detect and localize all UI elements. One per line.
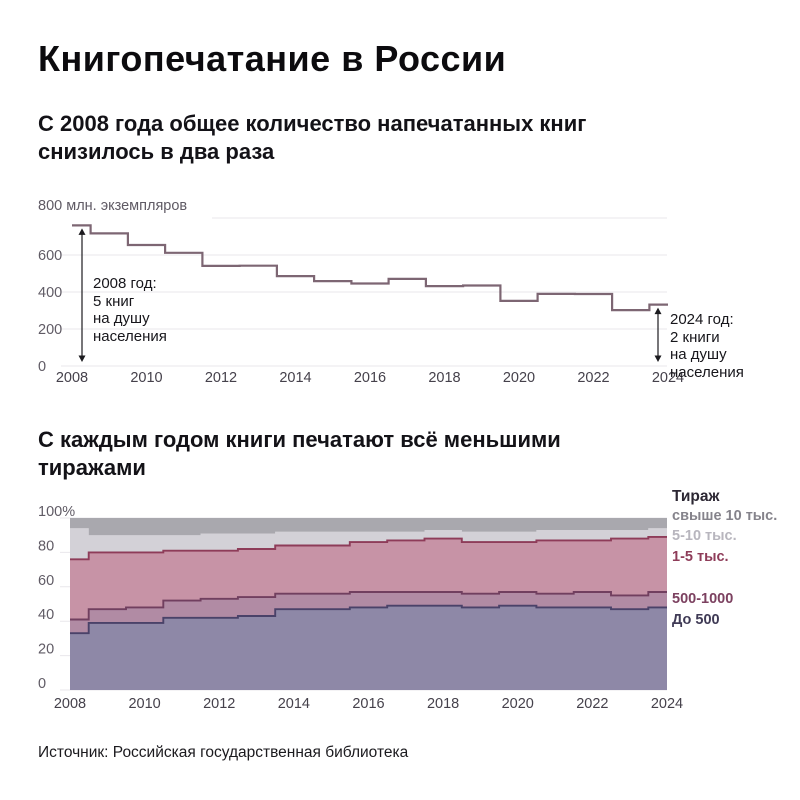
x-tick-label: 2020 — [502, 696, 534, 712]
x-tick-label: 2018 — [427, 696, 459, 712]
total-copies-step-chart: 0 200 400 600 2008 2010 2012 2014 2016 2018 2020 20… — [38, 217, 684, 386]
page-title: Книгопечатание в России — [38, 38, 507, 79]
area-1-5 тыс. — [70, 536, 667, 620]
y-tick-label: 0 — [38, 359, 46, 375]
y-tick-label: 400 — [38, 285, 62, 301]
x-tick-label: 2022 — [576, 696, 608, 712]
x-tick-label: 2014 — [279, 370, 311, 386]
legend-item-1-5 тыс.: 1-5 тыс. — [672, 549, 729, 565]
annotation-arrow-2024 — [654, 307, 662, 362]
x-tick-label: 2022 — [577, 370, 609, 386]
y-tick-label: 0 — [38, 676, 46, 692]
y-tick-label: 200 — [38, 322, 62, 338]
x-tick-label: 2008 — [54, 696, 86, 712]
x-tick-label: 2016 — [352, 696, 384, 712]
y-tick-label: 20 — [38, 642, 54, 658]
x-tick-label: 2020 — [503, 370, 535, 386]
legend-item-До 500: До 500 — [672, 612, 720, 628]
area-свыше 10 тыс. — [70, 518, 667, 536]
annotation-arrow-2008 — [78, 228, 86, 362]
y-tick-label: 80 — [38, 538, 54, 554]
legend-item-свыше 10 тыс.: свыше 10 тыс. — [672, 508, 778, 524]
x-tick-label: 2024 — [651, 696, 683, 712]
legend-item-500-1000: 500-1000 — [672, 591, 734, 607]
annotation-2024: 2024 год: 2 книги на душу населения — [670, 311, 744, 381]
x-tick-label: 2024 — [652, 370, 684, 386]
area-500-1000 — [70, 592, 667, 634]
source-note: Источник: Российская государственная биб… — [38, 744, 409, 761]
annotation-2008: 2008 год: 5 книг на душу населения — [93, 275, 167, 345]
area-5-10 тыс. — [70, 528, 667, 560]
x-tick-label: 2010 — [128, 696, 160, 712]
boundary-line-До 500 — [70, 604, 667, 635]
y-tick-label: 60 — [38, 573, 54, 589]
x-tick-label: 2014 — [278, 696, 310, 712]
legend-title: Тираж — [672, 488, 720, 505]
x-tick-label: 2012 — [205, 370, 237, 386]
print-run-share-area-chart: 0 20 40 60 80 100% 2008 2010 2012 2014 2016 2018 202… — [38, 504, 683, 712]
chart1-unit-label: 800 млн. экземпляров — [38, 198, 188, 214]
chart2-heading: С каждым годом книги печатают всё меньши… — [38, 427, 561, 480]
y-tick-label: 600 — [38, 248, 62, 264]
x-tick-label: 2012 — [203, 696, 235, 712]
total-copies-line — [72, 224, 668, 312]
legend-item-5-10 тыс.: 5-10 тыс. — [672, 528, 737, 544]
area-До 500 — [70, 605, 667, 690]
boundary-line-500-1000 — [70, 591, 667, 621]
x-tick-label: 2016 — [354, 370, 386, 386]
y-tick-label: 100% — [38, 504, 75, 520]
chart1-heading: С 2008 года общее количество напечатанны… — [38, 111, 587, 164]
x-tick-label: 2018 — [428, 370, 460, 386]
x-tick-label: 2008 — [56, 370, 88, 386]
x-tick-label: 2010 — [130, 370, 162, 386]
boundary-line-1-5 тыс. — [70, 535, 667, 561]
y-tick-label: 40 — [38, 607, 54, 623]
